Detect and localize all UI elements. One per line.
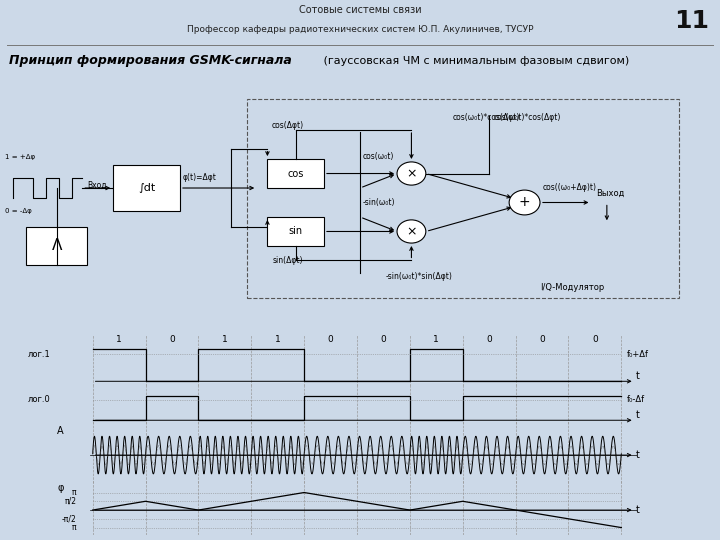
Text: φ(t)=Δφt: φ(t)=Δφt	[183, 173, 217, 182]
Text: лог.1: лог.1	[27, 349, 50, 359]
Text: sin(Δφt): sin(Δφt)	[273, 255, 303, 265]
Text: sin: sin	[289, 226, 303, 237]
Circle shape	[397, 162, 426, 185]
Text: t: t	[636, 450, 640, 460]
Text: Принцип формирования GSMK-сигнала: Принцип формирования GSMK-сигнала	[9, 54, 292, 68]
Text: 0: 0	[486, 335, 492, 344]
Text: 1: 1	[433, 335, 439, 344]
Text: 0 = -Δφ: 0 = -Δφ	[5, 208, 32, 214]
Text: ×: ×	[406, 225, 417, 238]
Text: Выход: Выход	[597, 190, 625, 198]
Text: 1 = +Δφ: 1 = +Δφ	[5, 154, 35, 160]
Text: +: +	[518, 195, 531, 210]
Text: Λ: Λ	[51, 239, 62, 253]
Text: cos: cos	[287, 168, 304, 179]
Text: Вход: Вход	[87, 181, 107, 190]
Text: cos((ω₀+Δφ)t): cos((ω₀+Δφ)t)	[543, 183, 597, 192]
Text: f₀+Δf: f₀+Δf	[626, 349, 649, 359]
Text: лог.0: лог.0	[27, 395, 50, 404]
Text: Профессор кафедры радиотехнических систем Ю.П. Акулиничев, ТУСУР: Профессор кафедры радиотехнических систе…	[186, 25, 534, 35]
Text: A: A	[57, 426, 63, 436]
Text: ×: ×	[406, 167, 417, 180]
Text: -sin(ω₀t): -sin(ω₀t)	[363, 198, 395, 207]
Text: (гауссовская ЧМ с минимальным фазовым сдвигом): (гауссовская ЧМ с минимальным фазовым сд…	[320, 56, 630, 66]
Circle shape	[397, 220, 426, 243]
Text: φ: φ	[57, 483, 63, 493]
Text: -π/2: -π/2	[62, 514, 77, 523]
Text: t: t	[636, 370, 640, 381]
Text: I/Q-Модулятор: I/Q-Модулятор	[540, 282, 604, 292]
Bar	[267, 159, 324, 188]
Bar	[247, 99, 679, 298]
Text: π: π	[72, 488, 77, 497]
Text: 0: 0	[592, 335, 598, 344]
Text: Сотовые системы связи: Сотовые системы связи	[299, 5, 421, 15]
Text: 1: 1	[275, 335, 281, 344]
Text: 1: 1	[222, 335, 228, 344]
Text: t: t	[636, 505, 640, 515]
Text: 0: 0	[169, 335, 175, 344]
Text: 0: 0	[328, 335, 333, 344]
Text: 1: 1	[116, 335, 122, 344]
Bar	[113, 165, 180, 211]
Text: -sin(ω₀t)*sin(Δφt): -sin(ω₀t)*sin(Δφt)	[386, 272, 453, 281]
Text: t: t	[636, 410, 640, 420]
Text: ∫dt: ∫dt	[138, 183, 156, 193]
Text: f₀-Δf: f₀-Δf	[626, 395, 644, 404]
Bar	[26, 227, 87, 265]
Text: 0: 0	[539, 335, 545, 344]
Text: π: π	[72, 523, 77, 532]
Text: π/2: π/2	[65, 497, 77, 506]
Circle shape	[509, 190, 540, 215]
Text: 0: 0	[381, 335, 387, 344]
Bar	[267, 217, 324, 246]
Text: cos(ω₀t)*cos(Δφt): cos(ω₀t)*cos(Δφt)	[494, 113, 561, 122]
Text: cos(ω₀t): cos(ω₀t)	[363, 152, 394, 161]
Text: cos(Δφt): cos(Δφt)	[272, 121, 304, 130]
Text: 11: 11	[674, 9, 709, 32]
Text: cos(ω₀t)*cos(Δφt): cos(ω₀t)*cos(Δφt)	[453, 113, 520, 122]
